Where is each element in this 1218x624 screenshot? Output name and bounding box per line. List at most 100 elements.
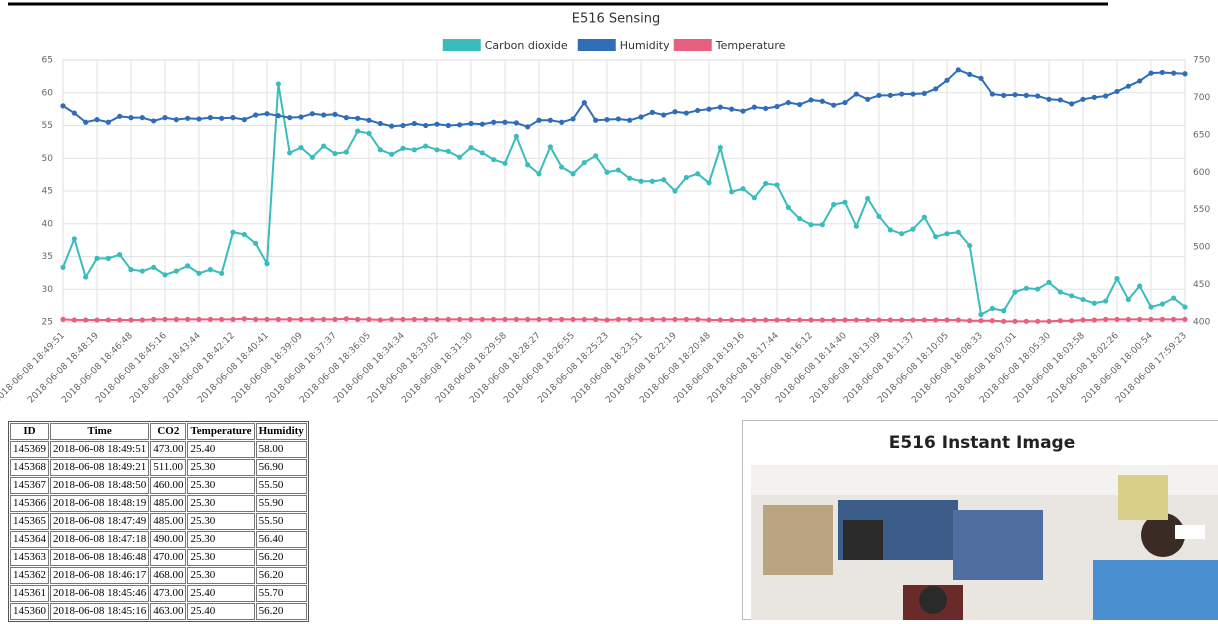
data-point [706, 180, 712, 186]
table-cell: 56.20 [255, 603, 307, 620]
y2-tick-label: 400 [1193, 318, 1210, 328]
data-point [1080, 296, 1086, 303]
data-point [706, 317, 712, 323]
data-point [1182, 304, 1188, 310]
data-point [253, 316, 259, 322]
data-point [525, 316, 531, 322]
table-row: 145361 2018-06-08 18:45:46 473.00 25.40 55.7… [10, 585, 307, 602]
table-cell: 145367 [10, 477, 49, 494]
table-cell: 2018-06-08 18:46:17 [50, 567, 150, 584]
table-cell: 485.00 [150, 495, 187, 512]
data-point [853, 223, 859, 229]
table-cell: 56.20 [255, 549, 307, 566]
data-point [989, 91, 995, 97]
data-point [377, 317, 383, 323]
header-cell: Temperature [187, 423, 255, 440]
data-point [1103, 316, 1109, 322]
table-cell: 55.90 [255, 495, 307, 512]
data-point [491, 316, 497, 322]
data-point [264, 111, 270, 117]
data-point [71, 236, 77, 242]
data-point [355, 316, 361, 322]
data-point [309, 111, 315, 117]
data-point [808, 97, 814, 103]
data-point [400, 316, 406, 322]
data-point [117, 317, 123, 323]
data-point [1171, 70, 1177, 76]
data-point [865, 195, 871, 202]
data-point [683, 110, 689, 116]
data-point [502, 316, 508, 322]
data-point [797, 101, 803, 108]
data-point [933, 317, 939, 323]
data-point [615, 167, 621, 173]
data-point [1091, 94, 1097, 100]
data-point [899, 231, 905, 237]
legend-label: Temperature [715, 39, 786, 52]
data-point [638, 114, 644, 120]
data-point [457, 122, 463, 128]
data-point [672, 316, 678, 322]
data-point [332, 150, 338, 157]
data-point [434, 147, 440, 153]
data-point [513, 316, 519, 322]
header-cell: Time [50, 423, 150, 440]
data-point [83, 274, 89, 280]
data-point [1137, 316, 1143, 322]
data-point [457, 316, 463, 322]
table-cell: 145363 [10, 549, 49, 566]
data-point [819, 317, 825, 323]
data-point [366, 316, 372, 322]
data-point [944, 317, 950, 323]
legend-label: Carbon dioxide [485, 39, 568, 52]
data-point [491, 119, 497, 125]
data-point [513, 133, 519, 139]
data-point [343, 115, 349, 121]
data-point [1023, 92, 1029, 98]
data-point [955, 67, 961, 73]
table-cell: 55.50 [255, 477, 307, 494]
table-cell: 2018-06-08 18:46:48 [50, 549, 150, 566]
data-point [434, 316, 440, 322]
data-point [139, 115, 145, 121]
data-point [71, 110, 77, 116]
data-point [808, 222, 814, 228]
data-point [173, 316, 179, 322]
data-point [389, 316, 395, 322]
data-point [207, 115, 213, 121]
data-point [1148, 316, 1154, 322]
table-cell: 145368 [10, 459, 49, 476]
data-point [887, 227, 893, 233]
table-cell: 25.30 [187, 477, 255, 494]
data-point [400, 122, 406, 129]
data-point [207, 267, 213, 273]
table-cell: 2018-06-08 18:45:16 [50, 603, 150, 620]
table-cell: 56.90 [255, 459, 307, 476]
table-cell: 490.00 [150, 531, 187, 548]
data-point [400, 145, 406, 151]
table-row: 145362 2018-06-08 18:46:17 468.00 25.30 56.2… [10, 567, 307, 584]
data-point [423, 316, 429, 322]
table-cell: 473.00 [150, 585, 187, 602]
data-point [536, 316, 542, 322]
data-point [1137, 78, 1143, 84]
table-cell: 25.30 [187, 495, 255, 512]
y-tick-label: 60 [42, 88, 54, 98]
data-point [287, 150, 293, 156]
data-point [275, 316, 281, 322]
data-point [94, 117, 100, 123]
data-point [695, 171, 701, 177]
data-point [763, 105, 769, 112]
y-tick-label: 55 [42, 121, 53, 131]
data-point [717, 104, 723, 110]
data-point [468, 316, 474, 322]
data-point [536, 117, 542, 123]
data-point [967, 243, 973, 249]
table-cell: 2018-06-08 18:48:50 [50, 477, 150, 494]
table-row: 145363 2018-06-08 18:46:48 470.00 25.30 56.2… [10, 549, 307, 566]
data-point [989, 305, 995, 312]
data-point [672, 109, 678, 115]
data-point [321, 316, 327, 322]
table-cell: 25.30 [187, 567, 255, 584]
